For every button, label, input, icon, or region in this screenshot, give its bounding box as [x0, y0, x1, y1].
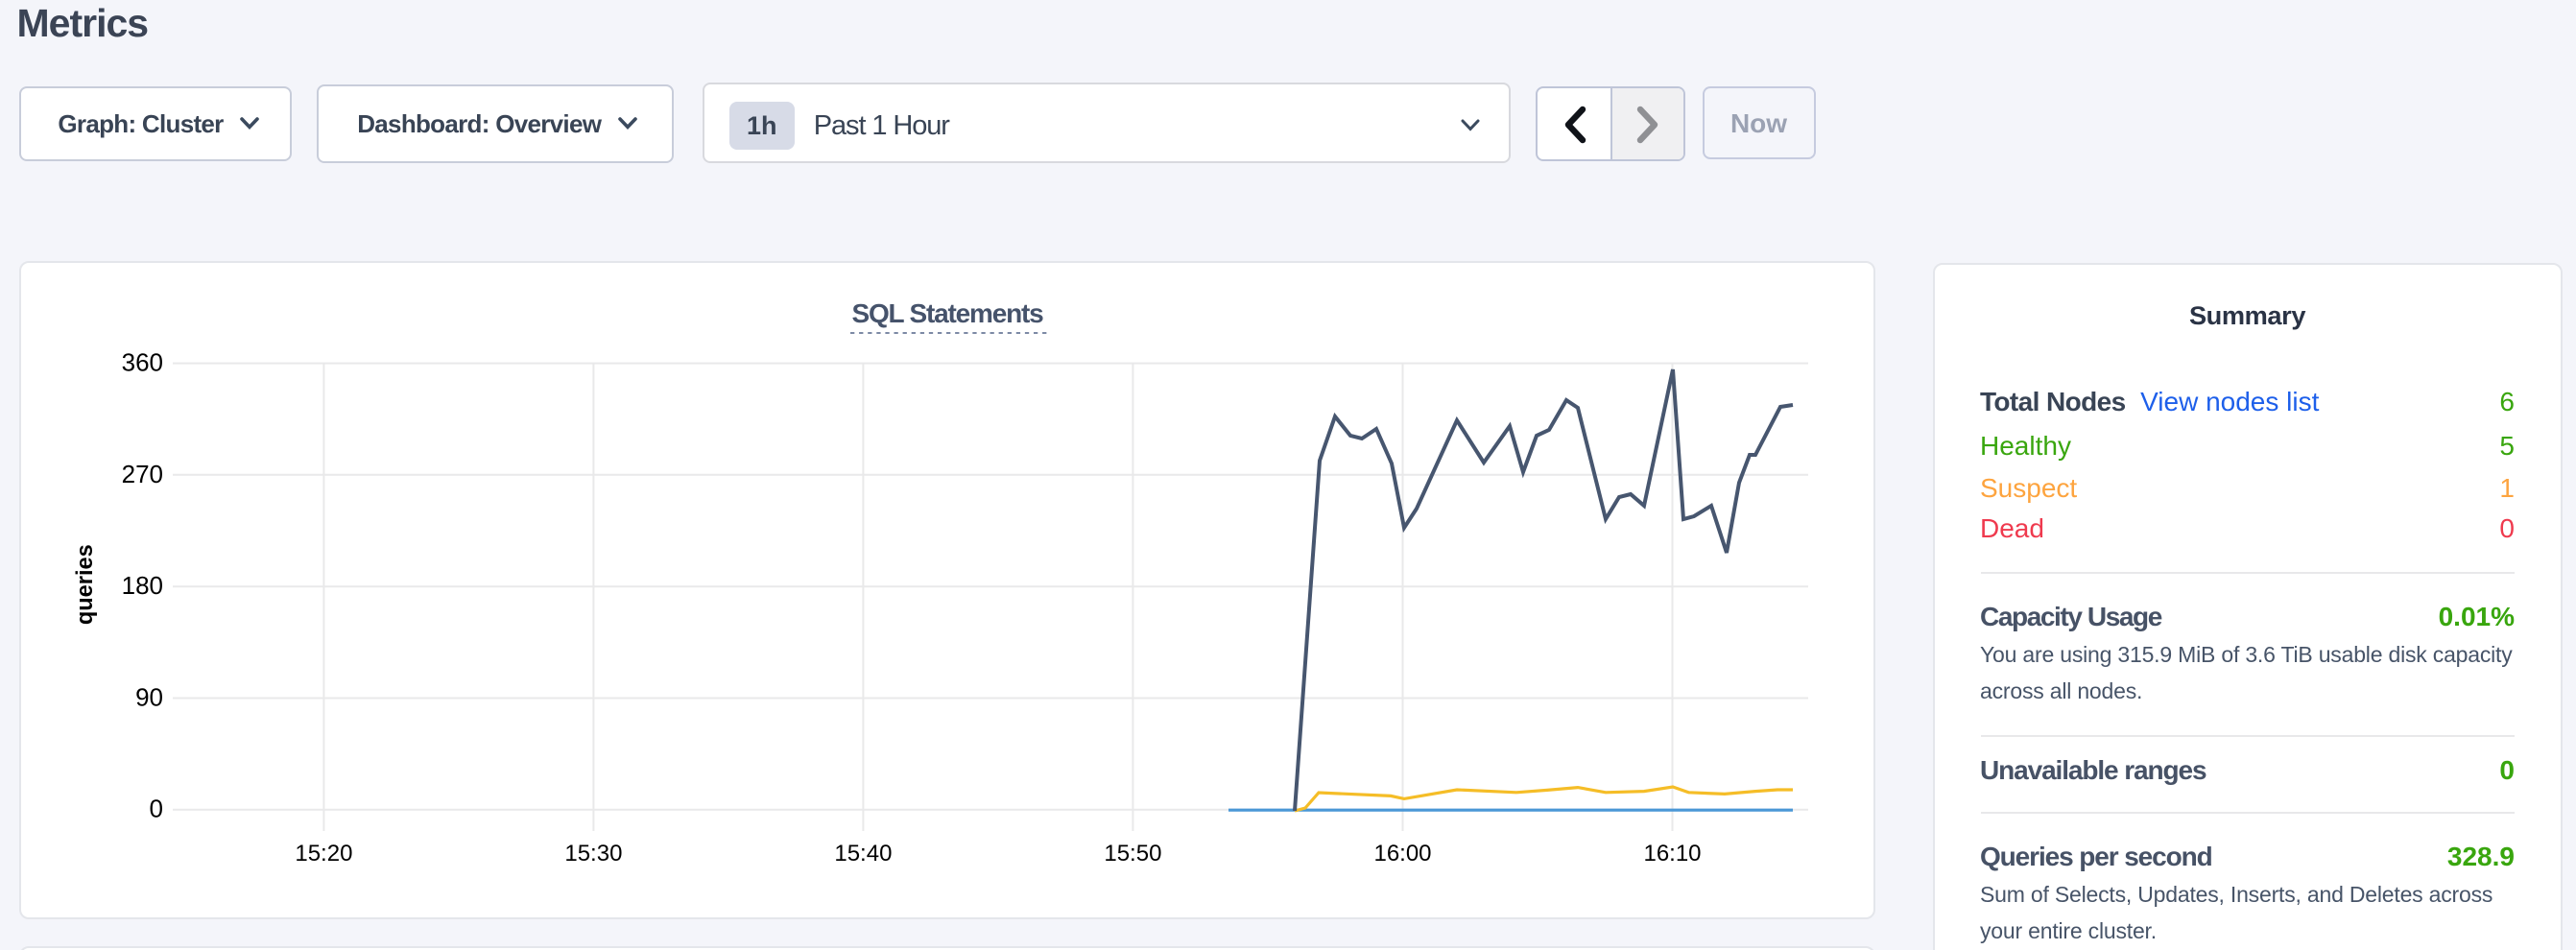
svg-text:16:00: 16:00	[1373, 841, 1431, 867]
svg-text:90: 90	[135, 683, 163, 712]
svg-text:15:30: 15:30	[564, 841, 622, 867]
svg-text:queries: queries	[73, 544, 98, 625]
svg-text:180: 180	[122, 571, 163, 600]
svg-text:15:40: 15:40	[834, 841, 892, 867]
svg-text:16:10: 16:10	[1643, 841, 1701, 867]
svg-text:15:20: 15:20	[295, 841, 352, 867]
svg-text:0: 0	[150, 795, 163, 823]
svg-text:270: 270	[122, 460, 163, 488]
svg-text:360: 360	[122, 348, 163, 377]
svg-text:15:50: 15:50	[1104, 841, 1161, 867]
